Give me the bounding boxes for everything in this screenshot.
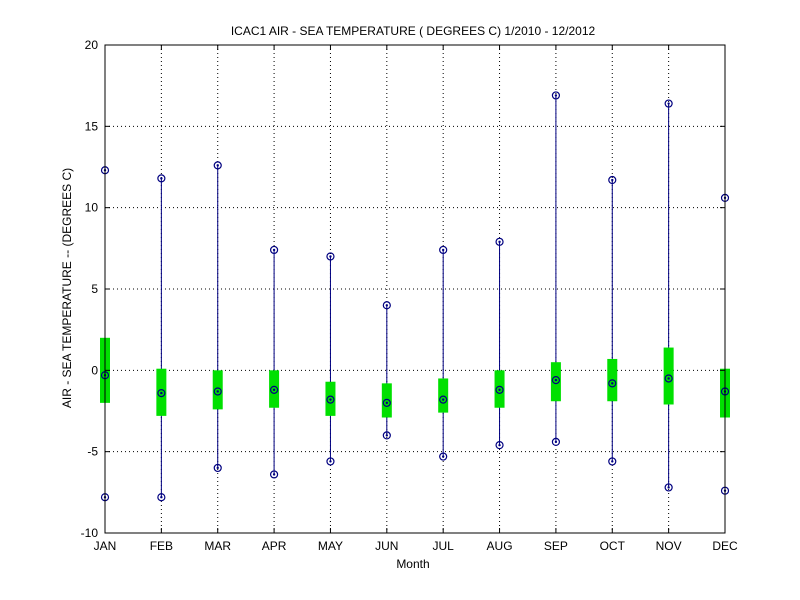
median-marker-dot	[272, 388, 276, 392]
min-marker-dot	[329, 460, 332, 463]
box-sep	[550, 91, 561, 447]
box-aug	[494, 237, 505, 450]
min-marker	[664, 483, 673, 492]
max-marker-dot	[216, 164, 219, 167]
max-marker	[157, 174, 166, 183]
median-marker-dot	[329, 398, 332, 401]
median-marker-dot	[385, 401, 389, 405]
x-tick-label: JUN	[375, 539, 398, 553]
x-tick-label: JUL	[433, 539, 455, 553]
x-axis-label: Month	[396, 557, 429, 571]
y-tick-label: -5	[87, 445, 98, 459]
min-marker	[157, 493, 166, 502]
max-marker	[269, 245, 279, 255]
y-tick-label: 15	[85, 119, 99, 133]
median-marker	[326, 395, 335, 404]
median-marker	[269, 385, 279, 394]
max-marker	[495, 237, 504, 246]
min-marker	[326, 457, 335, 466]
max-marker-dot	[498, 240, 501, 244]
iqr-box	[550, 362, 561, 402]
max-marker	[326, 252, 335, 261]
min-marker-dot	[554, 440, 558, 444]
box-mar	[212, 161, 223, 473]
min-marker	[608, 457, 617, 466]
min-marker	[269, 470, 279, 479]
max-marker	[664, 99, 673, 108]
x-tick-label: DEC	[712, 539, 738, 553]
min-marker	[495, 441, 504, 450]
min-marker-dot	[611, 460, 614, 463]
max-marker	[382, 301, 391, 310]
max-marker-dot	[441, 248, 445, 252]
x-tick-label: MAY	[318, 539, 343, 553]
y-tick-label: 10	[85, 201, 99, 215]
box-jun	[381, 301, 392, 440]
y-axis-label: AIR - SEA TEMPERATURE -- (DEGREES C)	[60, 168, 74, 408]
max-marker-dot	[272, 248, 276, 252]
min-marker-dot	[160, 496, 163, 499]
box-oct	[607, 175, 618, 466]
max-marker	[213, 161, 222, 170]
x-tick-label: SEP	[544, 539, 568, 553]
median-marker	[439, 395, 448, 404]
y-tick-label: 0	[91, 363, 98, 377]
box-apr	[269, 245, 280, 479]
x-tick-label: MAR	[204, 539, 231, 553]
min-marker	[439, 452, 448, 461]
min-marker-dot	[216, 466, 219, 470]
iqr-box	[663, 347, 674, 405]
median-marker-dot	[498, 388, 501, 392]
median-marker	[213, 387, 222, 396]
y-tick-label: -10	[81, 526, 99, 540]
x-tick-label: APR	[262, 539, 287, 553]
x-tick-label: FEB	[150, 539, 173, 553]
max-marker-dot	[667, 102, 670, 105]
x-tick-label: OCT	[600, 539, 626, 553]
y-tick-label: 5	[91, 282, 98, 296]
median-marker-dot	[216, 390, 219, 393]
max-marker-dot	[329, 255, 332, 258]
box-may	[325, 252, 336, 466]
median-marker	[664, 374, 673, 383]
median-marker	[551, 375, 561, 385]
median-marker-dot	[667, 377, 670, 380]
x-tick-label: NOV	[656, 539, 682, 553]
min-marker-dot	[667, 486, 670, 489]
min-marker-dot	[385, 434, 389, 437]
box-nov	[663, 99, 674, 492]
axes: -10 -5 0 5 10 15 20 JAN FEB MAR APR MAY JUN JUL AUG SEP…	[81, 38, 738, 553]
median-marker-dot	[611, 382, 614, 385]
max-marker-dot	[554, 94, 558, 97]
iqr-box	[381, 383, 392, 418]
box-jul	[438, 245, 449, 461]
median-marker	[382, 398, 391, 407]
max-marker-dot	[385, 304, 389, 307]
min-marker	[382, 431, 391, 440]
min-marker-dot	[441, 455, 445, 458]
median-marker-dot	[441, 398, 445, 401]
x-tick-label: AUG	[487, 539, 513, 553]
max-marker	[551, 91, 561, 100]
max-marker	[439, 245, 448, 255]
max-marker-dot	[160, 177, 163, 180]
median-marker	[608, 379, 617, 388]
min-marker	[551, 437, 561, 447]
min-marker	[213, 463, 222, 473]
iqr-box	[212, 370, 223, 410]
chart-title: ICAC1 AIR - SEA TEMPERATURE ( DEGREES C)…	[231, 24, 596, 38]
y-tick-label: 20	[85, 38, 99, 52]
max-marker-dot	[611, 178, 614, 182]
min-marker-dot	[498, 443, 501, 447]
median-marker-dot	[160, 391, 163, 395]
median-marker	[495, 385, 504, 394]
x-tick-label: JAN	[94, 539, 117, 553]
box-feb	[156, 174, 167, 502]
median-marker-dot	[554, 378, 558, 382]
min-marker-dot	[272, 473, 276, 476]
max-marker	[608, 175, 617, 185]
median-marker	[157, 389, 166, 398]
